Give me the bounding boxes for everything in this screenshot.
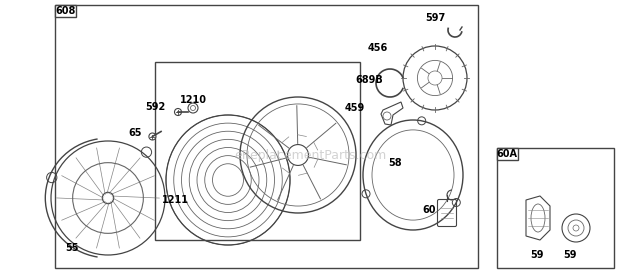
Text: 58: 58: [388, 158, 402, 168]
Text: 60A: 60A: [497, 149, 518, 159]
Text: eReplacementParts.com: eReplacementParts.com: [234, 149, 386, 161]
Bar: [497, 148, 614, 268]
Bar: [155, 62, 360, 240]
Bar: [55, 5, 76, 17]
Bar: [55, 5, 478, 268]
Circle shape: [149, 133, 156, 140]
Text: 59: 59: [563, 250, 577, 260]
Text: 608: 608: [55, 6, 76, 16]
Text: 55: 55: [65, 243, 79, 253]
Text: 1210: 1210: [180, 95, 207, 105]
Text: 689B: 689B: [355, 75, 383, 85]
Text: 59: 59: [530, 250, 544, 260]
Text: 459: 459: [345, 103, 365, 113]
Text: 60: 60: [422, 205, 435, 215]
Text: 65: 65: [128, 128, 141, 138]
Bar: [497, 148, 518, 160]
Text: 1211: 1211: [162, 195, 189, 205]
Text: 592: 592: [145, 102, 166, 112]
Text: 597: 597: [425, 13, 445, 23]
Text: 456: 456: [368, 43, 388, 53]
Circle shape: [174, 109, 182, 116]
